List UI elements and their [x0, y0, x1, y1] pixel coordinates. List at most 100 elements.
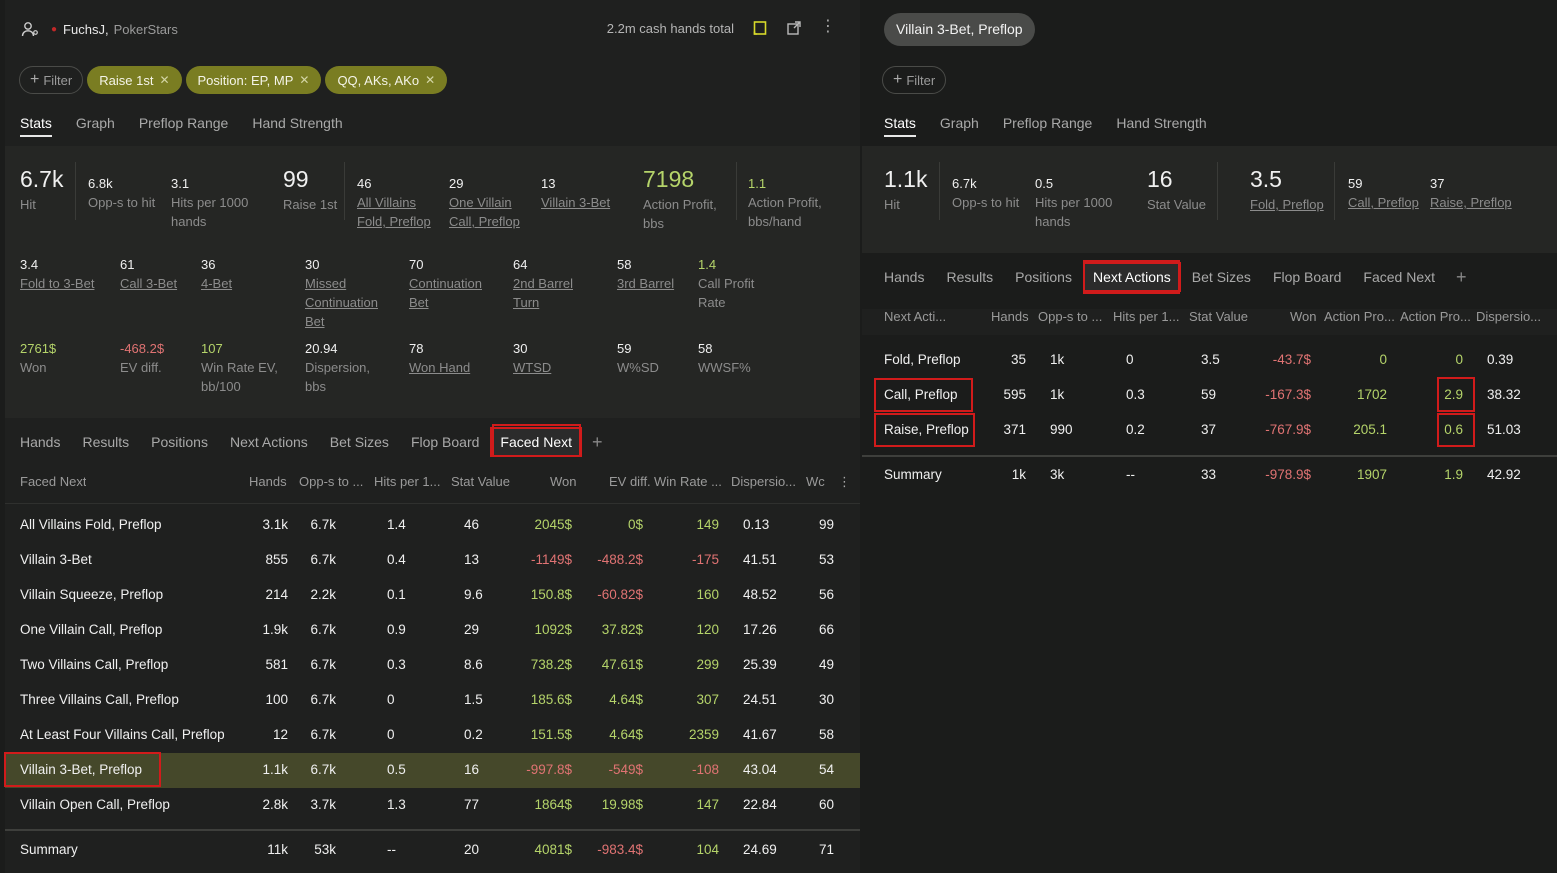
tab-bet-sizes[interactable]: Bet Sizes [329, 434, 389, 450]
col-ev-diff[interactable]: EV diff. [609, 474, 651, 489]
tab-preflop-range[interactable]: Preflop Range [1002, 115, 1093, 131]
stat-raise-preflop[interactable]: 37 Raise, Preflop [1430, 176, 1512, 212]
col-next-action[interactable]: Next Acti... [884, 309, 947, 324]
tab-hand-strength[interactable]: Hand Strength [1116, 115, 1207, 131]
filter-tag-raise-1st[interactable]: Raise 1st ✕ [87, 66, 182, 94]
player-info[interactable]: ● FuchsJ, PokerStars [21, 21, 178, 37]
col-win-rate[interactable]: Win Rate ... [654, 474, 722, 489]
stat-label[interactable]: Continuation Bet [409, 276, 482, 310]
col-wc[interactable]: Wc [806, 474, 825, 489]
table-row[interactable]: Raise, Preflop 371 990 0.2 37 -767.9$ 205.1 0.6… [862, 413, 1557, 448]
summary-row[interactable]: Summary 11k 53k -- 20 4081$ -983.4$ 104 24.69 71 [5, 833, 860, 868]
add-filter-button[interactable]: + Filter [19, 66, 84, 94]
stat-label[interactable]: Fold, Preflop [1250, 197, 1324, 212]
stat-call-3bet[interactable]: 61 Call 3-Bet [120, 257, 177, 293]
stat-one-villain-call[interactable]: 29 One Villain Call, Preflop [449, 176, 520, 231]
table-row[interactable]: Three Villains Call, Preflop 100 6.7k 0 1.5 1… [5, 683, 860, 718]
filter-tag-hands[interactable]: QQ, AKs, AKo ✕ [325, 66, 448, 94]
popout-icon[interactable] [786, 20, 802, 36]
col-hits[interactable]: Hits per 1... [1113, 309, 1180, 324]
stat-won-hand[interactable]: 78 Won Hand [409, 341, 470, 377]
more-options-icon[interactable]: ⋮ [820, 18, 836, 35]
table-row[interactable]: Villain Squeeze, Preflop 214 2.2k 0.1 9.6 150… [5, 578, 860, 613]
close-icon[interactable]: ✕ [159, 73, 170, 87]
tab-next-actions[interactable]: Next Actions [1082, 262, 1181, 292]
stat-call-preflop[interactable]: 59 Call, Preflop [1348, 176, 1419, 212]
tab-positions[interactable]: Positions [1015, 269, 1072, 285]
tab-bet-sizes[interactable]: Bet Sizes [1191, 269, 1251, 285]
tab-positions[interactable]: Positions [151, 434, 208, 450]
notes-icon[interactable] [752, 20, 768, 36]
col-stat-value[interactable]: Stat Value [451, 474, 511, 489]
col-hands[interactable]: Hands [991, 309, 1029, 324]
add-tab-icon[interactable]: + [1456, 266, 1467, 287]
tab-stats[interactable]: Stats [20, 115, 52, 137]
tab-flop-board[interactable]: Flop Board [410, 434, 480, 450]
add-tab-icon[interactable]: + [592, 431, 603, 452]
col-won[interactable]: Won [1290, 309, 1317, 324]
stat-label[interactable]: WTSD [513, 360, 552, 375]
close-icon[interactable]: ✕ [299, 73, 310, 87]
tab-hand-strength[interactable]: Hand Strength [252, 115, 343, 131]
col-dispersion[interactable]: Dispersio... [1476, 309, 1542, 324]
table-row[interactable]: Villain 3-Bet 855 6.7k 0.4 13 -1149$ -488.2$ -1… [5, 543, 860, 578]
stat-label[interactable]: One Villain Call, Preflop [449, 195, 520, 229]
drilldown-title[interactable]: Villain 3-Bet, Preflop [884, 13, 1035, 46]
stat-label[interactable]: Won Hand [409, 360, 471, 375]
table-row[interactable]: At Least Four Villains Call, Preflop 12 6.… [5, 718, 860, 753]
tab-graph[interactable]: Graph [75, 115, 115, 131]
tab-results[interactable]: Results [946, 269, 994, 285]
user-settings-icon[interactable] [21, 21, 41, 37]
stat-label[interactable]: Call, Preflop [1348, 195, 1419, 210]
stat-cbet[interactable]: 70 Continuation Bet [409, 257, 482, 312]
stat-2nd-barrel[interactable]: 64 2nd Barrel Turn [513, 257, 573, 312]
tab-faced-next[interactable]: Faced Next [490, 427, 583, 457]
tab-flop-board[interactable]: Flop Board [1272, 269, 1342, 285]
table-row[interactable]: One Villain Call, Preflop 1.9k 6.7k 0.9 29 10… [5, 613, 860, 648]
col-action-profit-hand[interactable]: Action Pro... [1400, 309, 1471, 324]
col-opps[interactable]: Opp-s to ... [299, 474, 364, 489]
stat-3rd-barrel[interactable]: 58 3rd Barrel [617, 257, 674, 293]
stat-label[interactable]: Fold to 3-Bet [20, 276, 95, 291]
col-opps[interactable]: Opp-s to ... [1038, 309, 1103, 324]
tab-preflop-range[interactable]: Preflop Range [138, 115, 229, 131]
stat-label[interactable]: 4-Bet [201, 276, 233, 291]
table-row[interactable]: Call, Preflop 595 1k 0.3 59 -167.3$ 1702 2.9 38.… [862, 378, 1557, 413]
col-hits[interactable]: Hits per 1... [374, 474, 441, 489]
tab-results[interactable]: Results [82, 434, 130, 450]
stat-villain-3-bet[interactable]: 13 Villain 3-Bet [541, 176, 610, 212]
tab-next-actions[interactable]: Next Actions [229, 434, 308, 450]
summary-row[interactable]: Summary 1k 3k -- 33 -978.9$ 1907 1.9 42.92 [862, 458, 1557, 493]
stat-label[interactable]: All Villains Fold, Preflop [357, 195, 431, 229]
col-won[interactable]: Won [550, 474, 577, 489]
stat-all-villains-fold[interactable]: 46 All Villains Fold, Preflop [357, 176, 431, 231]
stat-label[interactable]: 3rd Barrel [617, 276, 675, 291]
stat-label[interactable]: Call 3-Bet [120, 276, 178, 291]
tab-graph[interactable]: Graph [939, 115, 979, 131]
stat-label[interactable]: Missed Continuation Bet [305, 276, 378, 329]
col-hands[interactable]: Hands [249, 474, 287, 489]
close-icon[interactable]: ✕ [425, 73, 436, 87]
table-row[interactable]: All Villains Fold, Preflop 3.1k 6.7k 1.4 46 2… [5, 508, 860, 543]
stat-fold-preflop[interactable]: 3.5 Fold, Preflop [1250, 166, 1324, 214]
tab-stats[interactable]: Stats [884, 115, 916, 137]
col-stat-value[interactable]: Stat Value [1189, 309, 1249, 324]
filter-tag-position[interactable]: Position: EP, MP ✕ [185, 66, 322, 94]
stat-label[interactable]: Villain 3-Bet [541, 195, 611, 210]
stat-label[interactable]: 2nd Barrel Turn [513, 276, 573, 310]
stat-missed-cbet[interactable]: 30 Missed Continuation Bet [305, 257, 378, 331]
tab-faced-next[interactable]: Faced Next [1363, 269, 1436, 285]
col-dispersion[interactable]: Dispersio... [731, 474, 797, 489]
table-row[interactable]: Villain 3-Bet, Preflop 1.1k 6.7k 0.5 16 -997.… [5, 753, 860, 788]
tab-hands[interactable]: Hands [884, 269, 925, 285]
add-filter-button[interactable]: + Filter [882, 66, 947, 94]
stat-fold-to-3bet[interactable]: 3.4 Fold to 3-Bet [20, 257, 94, 293]
col-faced-next[interactable]: Faced Next [20, 474, 87, 489]
column-menu-icon[interactable]: ⋮ [838, 474, 851, 489]
stat-wtsd[interactable]: 30 WTSD [513, 341, 551, 377]
tab-hands[interactable]: Hands [20, 434, 61, 450]
table-row[interactable]: Two Villains Call, Preflop 581 6.7k 0.3 8.6 7… [5, 648, 860, 683]
col-action-profit[interactable]: Action Pro... [1324, 309, 1395, 324]
stat-label[interactable]: Raise, Preflop [1430, 195, 1512, 210]
table-row[interactable]: Fold, Preflop 35 1k 0 3.5 -43.7$ 0 0 0.39 [862, 343, 1557, 378]
